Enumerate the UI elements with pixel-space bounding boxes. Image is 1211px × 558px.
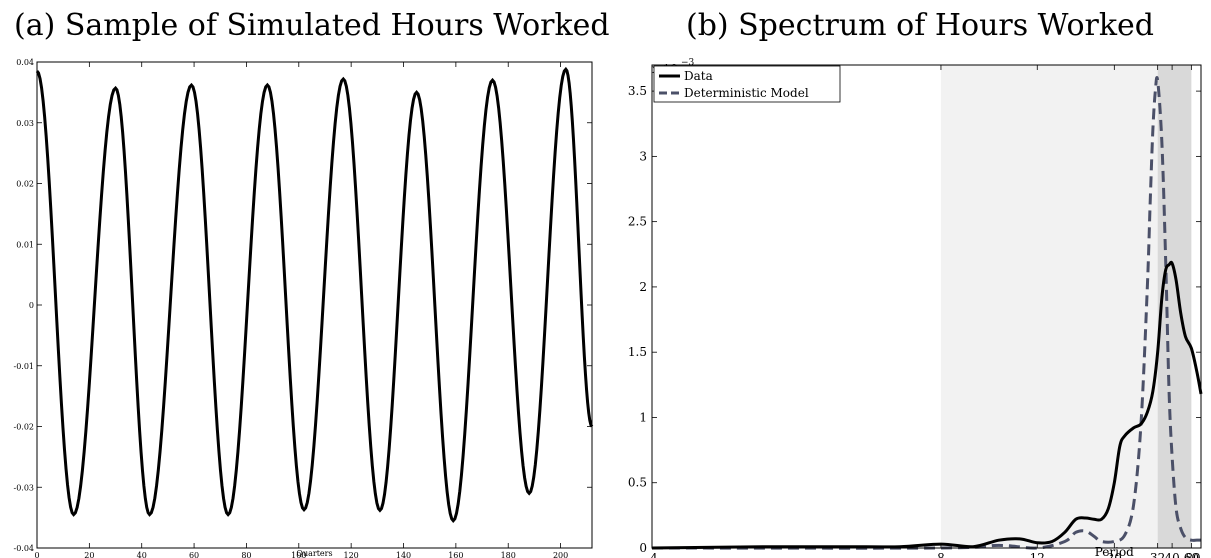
x-tick-label-a: 120 <box>344 551 359 558</box>
x-tick-label-a: 20 <box>84 551 94 558</box>
x-tick-label-a: 80 <box>241 551 251 558</box>
y-tick-label-a: -0.01 <box>13 362 34 371</box>
x-axis-label-a: Quarters <box>296 549 332 558</box>
plot-frame-a <box>36 61 593 549</box>
y-multiplier-exponent: −3 <box>681 58 695 68</box>
legend-label-data: Data <box>684 69 713 83</box>
y-tick-label-a: 0.01 <box>16 240 34 249</box>
y-tick-label-b: 0.5 <box>628 476 647 490</box>
x-tick-label-a: 0 <box>34 551 39 558</box>
shaded-band <box>940 65 1158 548</box>
legend-box <box>653 65 841 103</box>
panel-a-title: (a) Sample of Simulated Hours Worked <box>14 8 610 43</box>
y-tick-label-b: 3.5 <box>628 84 647 98</box>
x-tick-label-b: 32 <box>1150 551 1165 558</box>
plot-frame-b <box>651 64 1202 549</box>
legend: Data Deterministic Model <box>653 65 841 103</box>
y-tick-label-b: 2.5 <box>628 215 647 229</box>
y-tick-label-b: 1 <box>639 410 647 424</box>
deterministic-model-line <box>651 75 1201 550</box>
x-tick-label-a: 180 <box>501 551 516 558</box>
legend-label-model: Deterministic Model <box>684 86 809 100</box>
x-axis-label-b: Period <box>1095 545 1134 558</box>
y-tick-label-a: -0.02 <box>13 423 34 432</box>
x-tick-label-a: 40 <box>137 551 147 558</box>
x-tick-label-b: 8 <box>937 551 945 558</box>
x-tick-label-b: 4 <box>650 551 658 558</box>
x-tick-label-b: 12 <box>1030 551 1045 558</box>
data-line <box>651 260 1203 550</box>
x-tick-label-b: 40 <box>1164 551 1179 558</box>
y-tick-label-b: 0 <box>639 541 647 555</box>
y-tick-label-a: 0.02 <box>16 180 34 189</box>
y-tick-label-a: -0.03 <box>13 483 34 492</box>
y-tick-label-b: 2 <box>639 280 647 294</box>
y-tick-label-a: 0.04 <box>16 58 34 67</box>
x-tick-label-a: 140 <box>396 551 411 558</box>
x-tick-label-a: 60 <box>189 551 199 558</box>
x-tick-label-a: 160 <box>448 551 463 558</box>
x-tick-label-a: 100 <box>291 551 306 558</box>
panel-b-title: (b) Spectrum of Hours Worked <box>685 8 1155 43</box>
y-tick-label-a: 0 <box>29 301 34 310</box>
x-tick-label-b: 60 <box>1184 551 1199 558</box>
y-tick-label-a: -0.04 <box>13 544 34 553</box>
x-tick-label-a: 200 <box>553 551 568 558</box>
x-tick-label-b: 80 <box>1185 551 1200 558</box>
y-tick-label-b: 3 <box>639 149 647 163</box>
simulated-hours-line <box>35 66 594 523</box>
x-tick-label-b: 20 <box>1107 551 1122 558</box>
y-tick-label-b: 1.5 <box>628 345 647 359</box>
y-tick-label-a: 0.03 <box>16 119 34 128</box>
